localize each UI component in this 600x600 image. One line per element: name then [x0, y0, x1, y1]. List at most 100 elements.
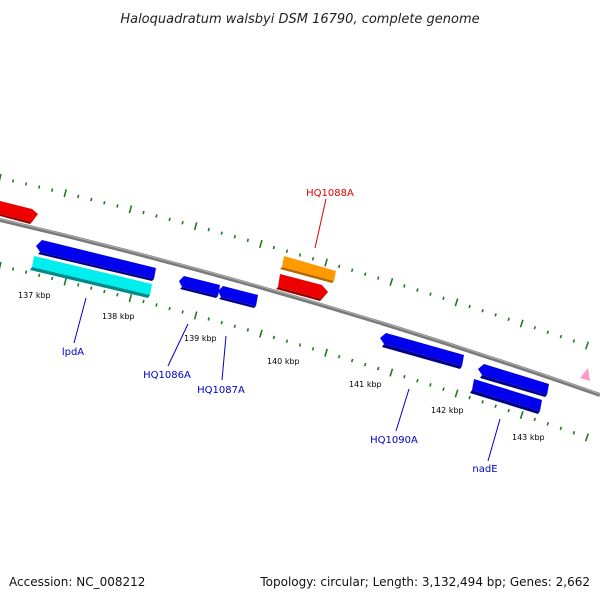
outer-tick-mark	[63, 189, 67, 198]
inner-tick-mark	[116, 293, 119, 297]
outer-tick-mark	[155, 214, 158, 218]
feature-HQ1086A[interactable]	[179, 276, 220, 298]
svg-text:HQ1086A: HQ1086A	[143, 370, 191, 381]
tick-label-137: 137 kbp	[18, 291, 51, 300]
tick-label-139: 139 kbp	[184, 334, 217, 343]
inner-tick-mark	[128, 294, 133, 303]
inner-tick-mark	[363, 362, 367, 367]
outer-tick-mark	[468, 304, 471, 309]
feature-blue-feature-1[interactable]	[36, 240, 156, 281]
gene-label-HQ1087A[interactable]: HQ1087A	[197, 335, 245, 396]
inner-tick-mark	[103, 289, 106, 294]
tick-label-142: 142 kbp	[431, 406, 464, 415]
outer-tick-mark	[559, 334, 563, 339]
inner-tick-mark	[559, 426, 563, 431]
inner-tick-mark	[90, 286, 93, 290]
inner-tick-mark	[507, 408, 510, 413]
feature-red-feature-upper-left[interactable]	[0, 201, 38, 224]
inner-tick-mark	[572, 431, 576, 435]
genome-stats-text: Topology: circular; Length: 3,132,494 bp…	[259, 575, 590, 589]
outer-tick-mark	[519, 319, 524, 328]
outer-tick-mark	[533, 326, 537, 330]
feature-lpdA[interactable]	[30, 256, 152, 298]
inner-tick-mark	[350, 358, 354, 363]
inner-tick-mark	[38, 273, 41, 277]
outer-tick-mark	[454, 298, 459, 307]
outer-tick-mark	[259, 239, 263, 249]
inner-tick-mark	[24, 270, 28, 274]
inner-tick-mark	[259, 329, 263, 338]
outer-tick-mark	[168, 217, 171, 222]
inner-tick-mark	[207, 317, 210, 321]
inner-tick-mark	[454, 389, 459, 398]
outer-tick-mark	[0, 173, 2, 182]
outer-tick-mark	[285, 249, 289, 254]
svg-text:lpdA: lpdA	[62, 347, 84, 358]
inner-tick-mark	[220, 320, 223, 325]
outer-tick-mark	[103, 201, 106, 205]
inner-tick-mark	[584, 433, 590, 442]
feature-HQ1087A[interactable]	[218, 286, 258, 308]
inner-tick-mark	[546, 422, 550, 426]
outer-tick-mark	[389, 277, 394, 287]
outer-tick-mark	[90, 197, 93, 202]
feature-nadE[interactable]	[470, 379, 542, 414]
inner-tick-mark	[311, 347, 315, 351]
marker-pink-arrow[interactable]	[580, 368, 590, 381]
feature-HQ1090A[interactable]	[380, 333, 464, 369]
inner-tick-mark	[494, 404, 497, 408]
gene-label-HQ1088A[interactable]: HQ1088A	[306, 188, 354, 249]
outer-tick-mark	[246, 238, 250, 243]
outer-tick-mark	[311, 256, 315, 261]
inner-tick-mark	[155, 303, 158, 307]
inner-tick-mark	[377, 366, 380, 371]
outer-tick-mark	[377, 276, 380, 280]
inner-tick-track	[0, 261, 590, 442]
outer-tick-mark	[364, 272, 367, 276]
feature-HQ1088A[interactable]	[280, 256, 336, 283]
inner-tick-mark	[142, 299, 145, 304]
inner-tick-mark	[285, 339, 289, 343]
outer-tick-track	[0, 173, 590, 350]
outer-tick-mark	[584, 341, 590, 350]
inner-tick-mark	[481, 400, 484, 404]
tick-label-140: 140 kbp	[267, 357, 300, 366]
svg-text:HQ1090A: HQ1090A	[370, 435, 418, 446]
feature-red-feature-middle[interactable]	[276, 274, 328, 301]
map-title: Haloquadratum walsbyi DSM 16790, complet…	[120, 12, 479, 27]
outer-tick-mark	[51, 188, 54, 192]
tick-labels: 137 kbp 138 kbp 139 kbp 140 kbp 141 kbp …	[18, 291, 545, 442]
tick-label-138: 138 kbp	[102, 312, 135, 321]
outer-tick-mark	[429, 292, 432, 296]
inner-tick-mark	[193, 311, 198, 320]
outer-tick-mark	[38, 185, 41, 189]
svg-text:HQ1087A: HQ1087A	[197, 385, 245, 396]
outer-tick-mark	[181, 221, 184, 225]
outer-tick-mark	[481, 308, 484, 313]
inner-tick-mark	[416, 379, 419, 383]
outer-tick-mark	[337, 264, 341, 269]
svg-text:HQ1088A: HQ1088A	[306, 188, 354, 199]
gene-label-nadE[interactable]: nadE	[472, 418, 501, 475]
gene-label-lpdA[interactable]: lpdA	[62, 297, 87, 358]
outer-tick-mark	[507, 317, 510, 321]
inner-tick-mark	[272, 335, 276, 340]
inner-tick-mark	[389, 368, 394, 377]
inner-tick-mark	[77, 283, 80, 287]
inner-tick-mark	[533, 417, 537, 422]
inner-tick-mark	[442, 387, 445, 391]
outer-tick-mark	[546, 330, 550, 334]
accession-text: Accession: NC_008212	[9, 575, 145, 589]
inner-tick-mark	[246, 328, 250, 332]
inner-tick-mark	[63, 277, 67, 286]
gene-label-HQ1086A[interactable]: HQ1086A	[143, 323, 191, 381]
outer-tick-mark	[272, 245, 276, 250]
outer-tick-mark	[77, 194, 80, 199]
inner-tick-mark	[181, 310, 184, 314]
gene-label-HQ1090A[interactable]: HQ1090A	[370, 388, 418, 446]
feature-blue-feature-right-upper[interactable]	[478, 364, 549, 397]
inner-tick-mark	[337, 354, 341, 359]
outer-tick-mark	[403, 284, 406, 288]
inner-tick-mark	[0, 261, 2, 270]
